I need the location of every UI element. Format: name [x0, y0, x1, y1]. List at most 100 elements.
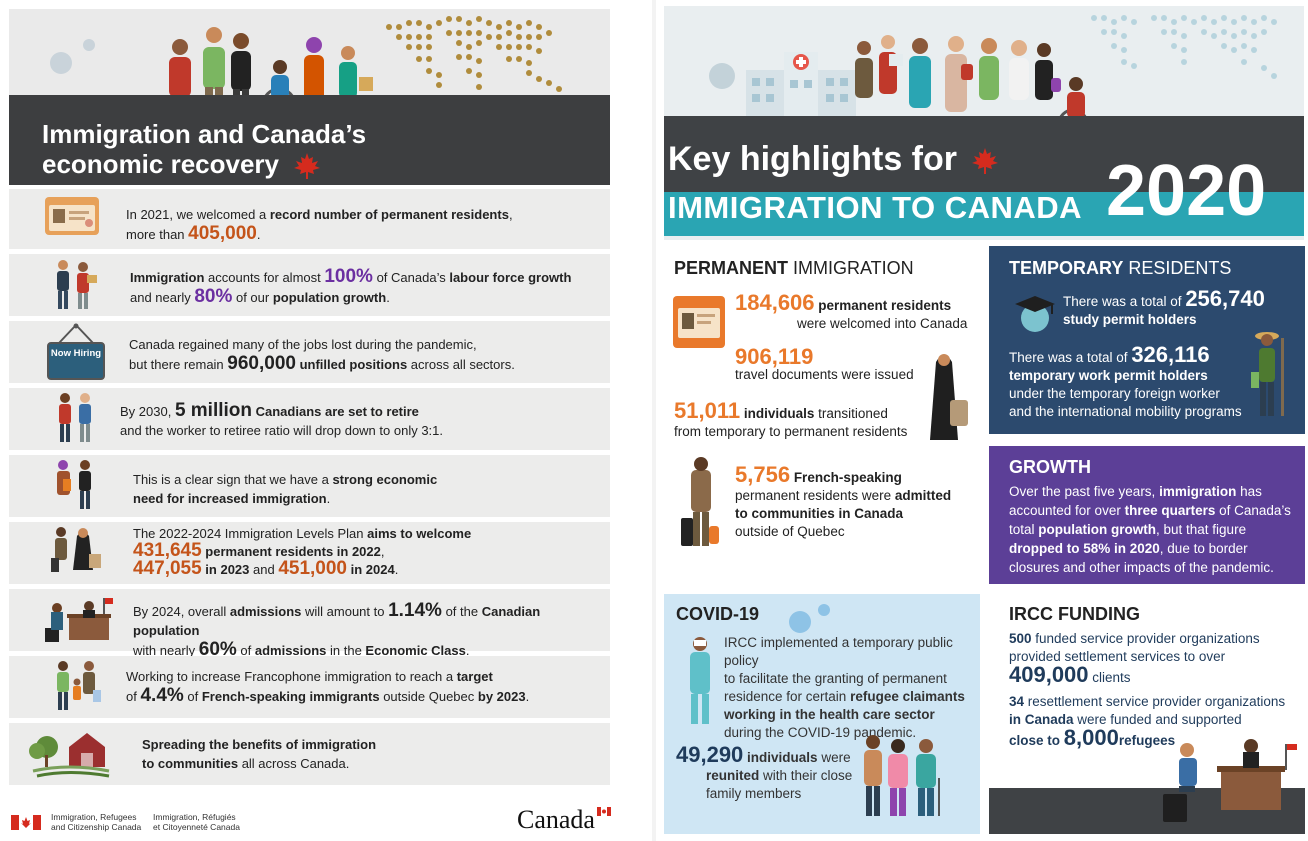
covid-box: COVID-19 IRCC implemented a temporary pu… — [664, 594, 980, 834]
footer-dept-fr-1: Immigration, Réfugiés — [153, 812, 236, 822]
growth-text-c: has — [1236, 484, 1262, 499]
permanent-immigration-section: PERMANENT IMMIGRATION — [674, 258, 974, 279]
row6-text-g: in 2023 — [201, 562, 250, 577]
right-title-teal-band — [664, 192, 1304, 236]
right-hero-banner — [664, 6, 1304, 240]
left-row-communities: Spreading the benefits of immigration to… — [9, 723, 610, 785]
row4-text-c: Canadians are set to retire — [252, 404, 419, 419]
row7-text-f: Canadian population — [133, 604, 541, 638]
row4-text-a: By 2030, — [120, 404, 175, 419]
right-title-line1: Key highlights for — [668, 140, 1000, 179]
row5-text-c: need for increased immigration — [133, 491, 327, 506]
temporary-hdr-bold: TEMPORARY — [1009, 258, 1124, 278]
stat4-text-d: to communities in Canada — [735, 506, 904, 521]
row7-text-c: will amount to — [301, 604, 389, 619]
row6-text-h: and — [249, 562, 279, 577]
barn-icon — [29, 733, 110, 778]
row2-text-e: labour force growth — [449, 270, 572, 285]
growth-text-h: population growth — [1038, 522, 1157, 537]
stat4-text-a: French-speaking — [790, 470, 902, 485]
office-desk-icon — [1163, 739, 1297, 822]
stat4-text-b: permanent residents were — [735, 488, 895, 503]
row2-text-j: . — [386, 290, 390, 305]
row2-value-100: 100% — [324, 266, 373, 287]
funding-text-g: in Canada — [1009, 712, 1074, 727]
growth-text-d: accounted for over — [1009, 503, 1125, 518]
temporary-hdr-regular: RESIDENTS — [1123, 258, 1232, 278]
growth-text-l: closures and other impacts of the pandem… — [1009, 560, 1274, 575]
footer-dept-en-2: and Citizenship Canada — [51, 822, 142, 832]
stat3-text-b: transitioned — [814, 406, 888, 421]
row8-text-i: . — [525, 689, 530, 704]
covid-text-g: individuals — [743, 750, 818, 765]
row7-text-l: Economic Class — [365, 643, 466, 658]
row8-text-e: of — [183, 689, 202, 704]
covid-text-f: during the COVID-19 pandemic. — [724, 725, 917, 740]
now-hiring-sign-icon — [47, 323, 105, 380]
row8-text-b: target — [456, 669, 493, 684]
stat-256740: 256,740 — [1185, 286, 1265, 311]
row9-text-b: to communities — [142, 756, 239, 771]
stat-5756: 5,756 — [735, 462, 791, 487]
row9-text-c: all across Canada. — [238, 756, 350, 771]
stat-french-speaking: 5,756 French-speaking permanent resident… — [735, 464, 975, 541]
stat4-text-c: admitted — [894, 488, 952, 503]
row8-value-44: 4.4% — [140, 685, 184, 706]
virus-icon — [50, 39, 95, 74]
temp2-text-b: temporary work permit holders — [1009, 368, 1208, 383]
funding-hdr: IRCC FUNDING — [1009, 604, 1140, 624]
growth-text-i: , but that figure — [1156, 522, 1247, 537]
funding-text-e: 34 — [1009, 694, 1025, 709]
covid-text-i: reunited — [706, 768, 760, 783]
covid-text-d: refugee claimants — [850, 689, 965, 704]
virus-icon — [789, 604, 830, 633]
francophone-family-icon — [57, 661, 101, 710]
row7-value-60: 60% — [198, 639, 237, 660]
row7-text-a: By 2024, overall — [133, 604, 230, 619]
now-hiring-sign-text: Now Hiring — [50, 348, 102, 359]
row8-text-g: outside Quebec — [379, 689, 478, 704]
stat-8000: 8,000 — [1063, 725, 1119, 750]
row6-value-2022: 431,645 — [133, 540, 202, 561]
row2-value-80: 80% — [194, 286, 233, 307]
row5-text-d: . — [326, 491, 331, 506]
maple-leaf-icon — [972, 148, 999, 175]
stat-travel-documents: 906,119 travel documents were issued — [735, 344, 935, 384]
growth-text-g: total — [1009, 522, 1039, 537]
travelers-icon — [51, 527, 101, 572]
temporary-residents-box: TEMPORARY RESIDENTS There was a total of… — [989, 246, 1305, 434]
row3-text-d: unfilled positions — [295, 357, 408, 372]
row1-text-d: more than — [126, 227, 189, 242]
stat3-text-c: from temporary to permanent residents — [674, 424, 908, 439]
row2-text-d: of Canada’s — [372, 270, 450, 285]
covid-text-j: with their close — [759, 768, 853, 783]
row6-text-j: in 2024 — [347, 562, 395, 577]
left-row-labour-growth: Immigration accounts for almost 100% of … — [9, 254, 610, 316]
office-desk-icon — [45, 598, 113, 642]
permanent-hdr-bold: PERMANENT — [674, 258, 789, 278]
stat-permanent-residents: 184,606 permanent residents were welcome… — [735, 292, 975, 333]
row7-text-b: admissions — [229, 604, 302, 619]
row8-text-f: French-speaking immigrants — [201, 689, 380, 704]
covid-text-e: working in the health care sector — [724, 707, 935, 722]
row8-text-a: Working to increase Francophone immigrat… — [126, 669, 457, 684]
covid-text-k: family members — [706, 786, 802, 801]
temp2-text-c: under the temporary foreign worker — [1009, 386, 1220, 401]
stat-184606: 184,606 — [735, 290, 815, 315]
growth-text-j: dropped to 58% in 2020 — [1009, 541, 1160, 556]
growth-hdr: GROWTH — [1009, 457, 1091, 477]
stat1-text-a: permanent residents — [814, 298, 952, 313]
row3-text-a: Canada regained many of the jobs lost du… — [129, 337, 477, 352]
row8-text-c: of — [126, 689, 141, 704]
man-traveler-icon — [681, 457, 719, 546]
row7-text-m: . — [465, 643, 470, 658]
growth-text-b: immigration — [1159, 484, 1237, 499]
row6-text-e: , — [380, 544, 385, 559]
woman-traveler-icon — [930, 354, 968, 440]
growth-text-k: , due to border — [1159, 541, 1248, 556]
row7-text-i: of — [236, 643, 255, 658]
row6-text-b: aims to welcome — [367, 526, 472, 541]
funding-text-d: clients — [1088, 670, 1131, 685]
covid-hdr: COVID-19 — [676, 604, 760, 624]
stat-906119: 906,119 — [735, 344, 814, 369]
